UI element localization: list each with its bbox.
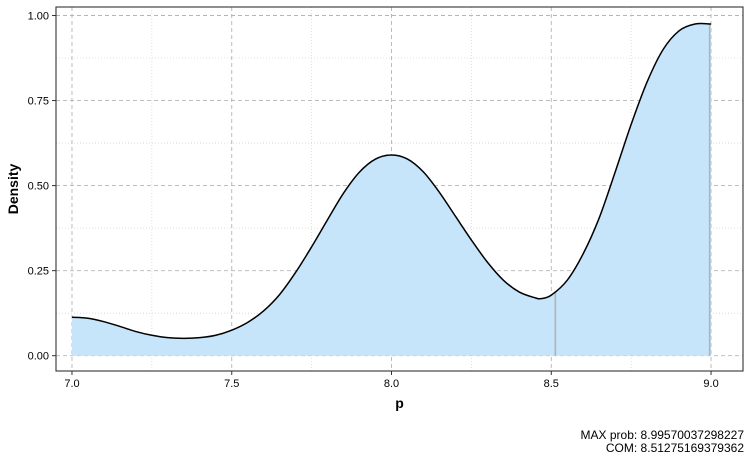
y-tick-label: 0.25	[28, 266, 49, 278]
y-tick-label: 1.00	[28, 11, 49, 23]
plot-frame	[55, 6, 744, 372]
x-axis-title: p	[395, 395, 404, 411]
x-tick-label: 9.0	[703, 378, 718, 390]
max-prob-note: MAX prob: 8.99570037298227	[580, 428, 744, 442]
x-tick-label: 8.0	[384, 378, 399, 390]
x-tick-label: 8.5	[544, 378, 559, 390]
y-axis-title: Density	[5, 164, 21, 215]
marker-lines	[554, 24, 711, 356]
x-tick-label: 7.0	[64, 378, 79, 390]
x-tick-label: 7.5	[224, 378, 239, 390]
x-axis-ticks: 7.0 7.5 8.0 8.5 9.0	[64, 371, 719, 390]
com-note: COM: 8.51275169379362	[605, 441, 744, 455]
y-tick-label: 0.75	[28, 96, 49, 108]
y-axis-ticks: 0.00 0.25 0.50 0.75 1.00	[28, 11, 56, 363]
y-tick-label: 0.50	[28, 181, 49, 193]
y-tick-label: 0.00	[28, 351, 49, 363]
density-curve	[71, 22, 712, 340]
density-area	[71, 23, 712, 356]
